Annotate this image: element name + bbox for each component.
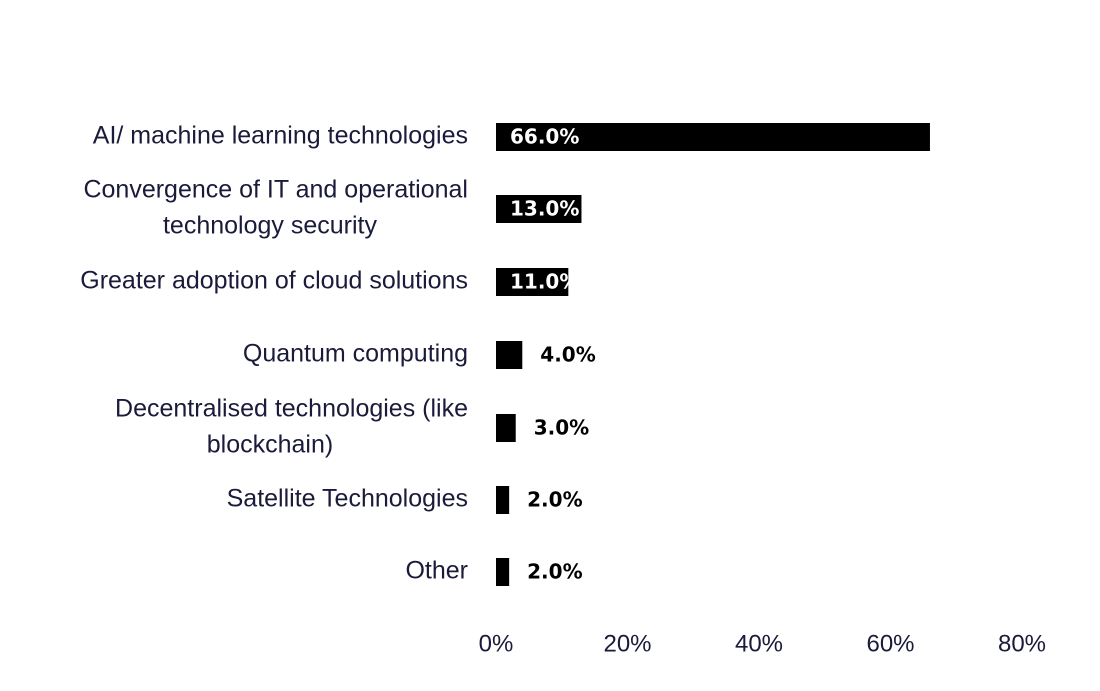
category-label-2: Greater adoption of cloud solutions — [80, 267, 468, 295]
category-label-5: Satellite Technologies — [227, 485, 468, 513]
category-label-3: Quantum computing — [243, 340, 468, 368]
bars-group — [496, 123, 930, 586]
category-labels-group: AI/ machine learning technologies Converg… — [80, 122, 468, 585]
data-label-2: 11.0% — [510, 270, 579, 294]
data-labels-group: 66.0% 13.0% 11.0% 4.0% 3.0% 2.0% 2.0% — [510, 125, 596, 584]
x-tick-label-4: 80% — [998, 630, 1046, 657]
category-label-1-line-1: technology security — [163, 212, 378, 240]
data-label-3: 4.0% — [540, 343, 595, 367]
x-tick-label-3: 60% — [866, 630, 914, 657]
data-label-5: 2.0% — [527, 488, 582, 512]
category-label-0: AI/ machine learning technologies — [93, 122, 468, 150]
bar-1 — [496, 195, 582, 223]
x-tick-label-2: 40% — [735, 630, 783, 657]
data-label-1: 13.0% — [510, 197, 579, 221]
category-label-6: Other — [405, 557, 468, 585]
data-label-6: 2.0% — [527, 560, 582, 584]
bar-0 — [496, 123, 930, 151]
data-label-0: 66.0% — [510, 125, 579, 149]
category-label-4-line-1: blockchain) — [207, 431, 333, 459]
bar-4 — [496, 414, 516, 442]
bar-5 — [496, 486, 510, 514]
category-label-4-line-0: Decentralised technologies (like — [115, 395, 468, 423]
x-tick-label-1: 20% — [603, 630, 651, 657]
bar-3 — [496, 341, 523, 369]
x-tick-label-0: 0% — [479, 630, 514, 657]
x-axis-ticks-group: 0% 20% 40% 60% 80% — [479, 630, 1046, 657]
bar-2 — [496, 268, 569, 296]
data-label-4: 3.0% — [534, 416, 589, 440]
category-label-1-line-0: Convergence of IT and operational — [83, 176, 468, 204]
bar-6 — [496, 558, 510, 586]
